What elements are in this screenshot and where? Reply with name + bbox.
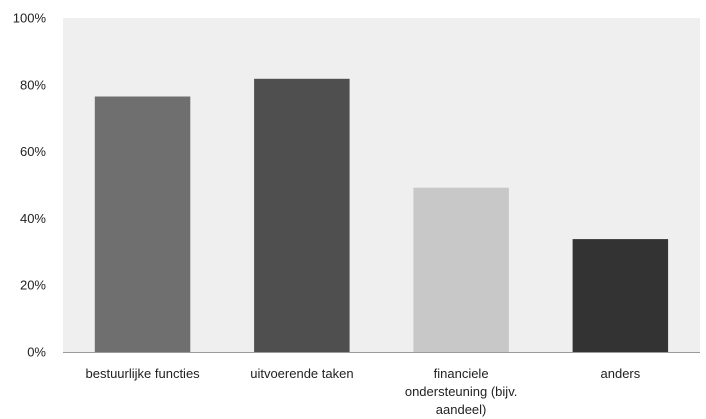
x-tick-label-line: ondersteuning (bijv. (405, 384, 518, 399)
x-tick-label-line: uitvoerende taken (250, 366, 353, 381)
x-axis: bestuurlijke functies uitvoerende taken fi… (63, 352, 700, 417)
y-tick-label: 40% (20, 211, 46, 226)
bar (572, 239, 669, 352)
y-tick-label: 60% (20, 144, 46, 159)
x-tick-label: financiele ondersteuning (bijv. aandeel) (405, 366, 518, 417)
x-tick-label: anders (601, 366, 641, 381)
y-tick-label: 80% (20, 77, 46, 92)
bar (413, 187, 509, 352)
bar-series (94, 78, 669, 353)
y-tick-label: 20% (20, 278, 46, 293)
x-tick-label-line: anders (601, 366, 641, 381)
x-tick-label-line: bestuurlijke functies (86, 366, 201, 381)
bar (94, 96, 191, 352)
y-axis: 0% 20% 40% 60% 80% 100% (13, 11, 47, 360)
x-tick-label: bestuurlijke functies (86, 366, 201, 381)
x-tick-label-line: aandeel) (436, 402, 487, 417)
x-tick-label: uitvoerende taken (250, 366, 353, 381)
y-tick-label: 100% (13, 11, 47, 26)
y-tick-label: 0% (27, 345, 46, 360)
x-tick-label-line: financiele (434, 366, 489, 381)
bar (254, 78, 350, 353)
